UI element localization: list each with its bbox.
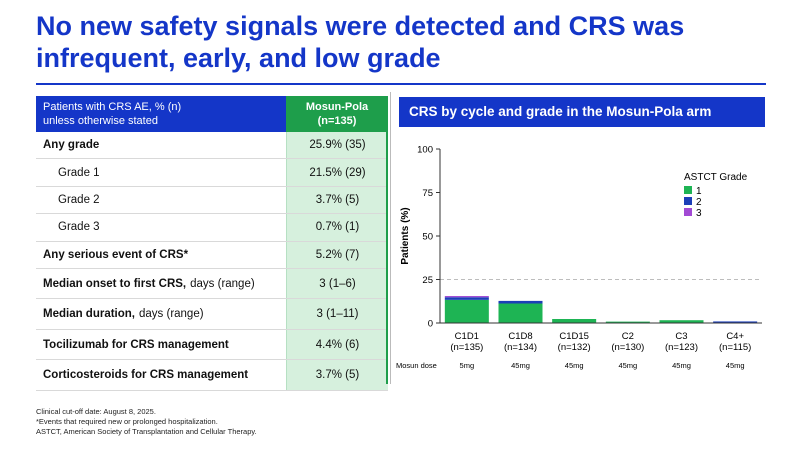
- table-header-left: Patients with CRS AE, % (n) unless other…: [36, 96, 286, 132]
- title-rule: [36, 83, 766, 85]
- x-tick-label-line: (n=134): [504, 342, 537, 353]
- table-row: Any serious event of CRS* 5.2% (7): [36, 241, 388, 269]
- y-tick-label: 50: [422, 232, 433, 243]
- dose-label: 5mg: [460, 361, 475, 370]
- legend-swatch-grade-1: [684, 186, 692, 194]
- row-label: Corticosteroids for CRS management: [36, 360, 286, 390]
- row-label-text: Any grade: [43, 139, 100, 152]
- dose-label: 45mg: [511, 361, 530, 370]
- x-tick-label-line: C2: [622, 331, 634, 342]
- crs-bar-chart: Patients (%) 0 25 50 75 100 C1D1 (n=135) 5mg C1D8…: [396, 145, 762, 370]
- row-label: Grade 2: [36, 187, 286, 213]
- row-value: 5.2% (7): [286, 241, 388, 268]
- dose-label: 45mg: [618, 361, 637, 370]
- table-header-right: Mosun-Pola (n=135): [286, 96, 388, 132]
- x-tick-label: C1D8 (n=134): [504, 331, 537, 353]
- legend-label: 3: [696, 208, 702, 219]
- chart-header: CRS by cycle and grade in the Mosun-Pola…: [399, 97, 765, 127]
- bar-c1d1-grade-3: [444, 296, 489, 298]
- row-label-text: Grade 1: [58, 166, 100, 179]
- dose-label: 45mg: [565, 361, 584, 370]
- row-value: 3 (1–11): [286, 299, 388, 329]
- dose-label: 45mg: [672, 361, 691, 370]
- table-row: Corticosteroids for CRS management 3.7% (…: [36, 360, 388, 391]
- row-label-text: Grade 2: [58, 193, 100, 206]
- dose-label: 45mg: [726, 361, 745, 370]
- row-label: Median duration, days (range): [36, 299, 286, 329]
- bar-c1d8-grade-1: [498, 303, 543, 323]
- x-tick-label-line: (n=115): [719, 342, 751, 353]
- x-tick-label: C3 (n=123): [665, 331, 698, 353]
- x-tick-label-line: (n=135): [450, 342, 483, 353]
- row-value: 3 (1–6): [286, 268, 388, 299]
- x-tick-label: C2 (n=130): [611, 331, 644, 353]
- row-label-suffix: days (range): [139, 308, 204, 321]
- table-row: Grade 3 0.7% (1): [36, 214, 388, 242]
- x-tick-label: C1D15 (n=132): [558, 331, 591, 353]
- crs-table: Patients with CRS AE, % (n) unless other…: [36, 96, 388, 391]
- table-row: Tocilizumab for CRS management 4.4% (6): [36, 329, 388, 361]
- bar-c4+-grade-2: [713, 321, 758, 323]
- table-body: Any grade 25.9% (35) Grade 1 21.5% (29) Grad…: [36, 132, 388, 391]
- table-row: Grade 1 21.5% (29): [36, 159, 388, 187]
- table-row: Any grade 25.9% (35): [36, 132, 388, 160]
- bar-c1d1-grade-2: [444, 297, 489, 300]
- row-label: Any serious event of CRS*: [36, 242, 286, 268]
- row-label: Any grade: [36, 132, 286, 158]
- row-label-text: Grade 3: [58, 221, 100, 234]
- row-label-text: Any serious event of CRS*: [43, 248, 189, 261]
- legend-label: 2: [696, 197, 702, 208]
- legend-label: 1: [696, 186, 702, 197]
- row-value: 0.7% (1): [286, 214, 388, 241]
- y-tick-label: 0: [428, 319, 433, 330]
- x-tick-label-line: C1D15: [559, 331, 589, 342]
- row-label: Tocilizumab for CRS management: [36, 330, 286, 360]
- bar-c1d8-grade-2: [498, 300, 543, 304]
- x-tick-label-line: C3: [675, 331, 687, 342]
- x-tick-label-line: C4+: [726, 331, 744, 342]
- row-label-text: Median duration,: [43, 308, 135, 321]
- row-label-text: Corticosteroids for CRS management: [43, 369, 249, 382]
- row-value: 21.5% (29): [286, 159, 388, 186]
- row-value: 25.9% (35): [286, 132, 388, 159]
- legend-title: ASTCT Grade: [684, 172, 748, 183]
- x-tick-label-line: C1D8: [508, 331, 532, 342]
- footnote-cutoff: Clinical cut-off date: August 8, 2025.: [36, 407, 156, 416]
- dose-row-title: Mosun dose: [396, 361, 437, 370]
- slide-title: No new safety signals were detected and …: [36, 11, 685, 73]
- legend-swatch-grade-3: [684, 208, 692, 216]
- footnote-serious: *Events that required new or prolonged h…: [36, 417, 218, 426]
- y-tick-label: 100: [417, 145, 433, 156]
- table-row: Median onset to first CRS, days (range) 3 …: [36, 268, 388, 300]
- x-tick-label: C4+ (n=115): [719, 331, 751, 353]
- y-axis-label: Patients (%): [400, 207, 411, 264]
- row-value: 4.4% (6): [286, 329, 388, 360]
- panel-divider: [390, 92, 391, 384]
- bar-c1d15-grade-1: [552, 318, 597, 323]
- table-header: Patients with CRS AE, % (n) unless other…: [36, 96, 388, 132]
- row-label: Grade 1: [36, 159, 286, 185]
- y-tick-label: 75: [422, 188, 433, 199]
- legend-swatch-grade-2: [684, 197, 692, 205]
- footnotes: Clinical cut-off date: August 8, 2025. *…: [36, 407, 257, 437]
- row-label-text: Tocilizumab for CRS management: [43, 338, 229, 351]
- row-value: 3.7% (5): [286, 360, 388, 390]
- table-row: Median duration, days (range) 3 (1–11): [36, 299, 388, 330]
- x-tick-label-line: C1D1: [455, 331, 479, 342]
- x-tick-label-line: (n=132): [558, 342, 591, 353]
- bar-c1d1-grade-1: [444, 299, 489, 323]
- x-tick-label: C1D1 (n=135): [450, 331, 483, 353]
- row-label-suffix: days (range): [190, 277, 255, 290]
- x-tick-label-line: (n=123): [665, 342, 698, 353]
- row-value: 3.7% (5): [286, 186, 388, 214]
- table-row: Grade 2 3.7% (5): [36, 186, 388, 215]
- bar-c3-grade-1: [659, 320, 704, 323]
- footnote-astct: ASTCT, American Society of Transplantati…: [36, 427, 257, 436]
- bar-c2-grade-1: [605, 321, 650, 323]
- row-label: Grade 3: [36, 214, 286, 240]
- row-label: Median onset to first CRS, days (range): [36, 269, 286, 299]
- y-tick-label: 25: [422, 275, 433, 286]
- row-label-text: Median onset to first CRS,: [43, 277, 187, 290]
- x-tick-label-line: (n=130): [611, 342, 644, 353]
